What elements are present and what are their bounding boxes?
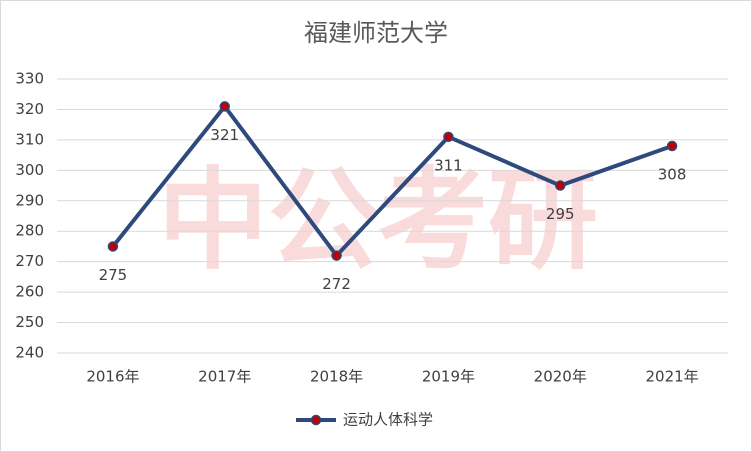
data-label: 321 <box>210 126 239 144</box>
point-marker <box>555 180 566 191</box>
x-tick-label: 2017年 <box>198 368 251 386</box>
point-marker <box>666 140 678 152</box>
y-tick-label: 240 <box>15 344 44 362</box>
y-tick-label: 280 <box>15 222 44 240</box>
y-tick-label: 310 <box>15 130 44 148</box>
y-tick-label: 270 <box>15 252 44 270</box>
legend-label: 运动人体科学 <box>343 411 433 429</box>
data-label: 295 <box>546 205 575 223</box>
x-tick-label: 2021年 <box>645 368 698 386</box>
y-tick-label: 300 <box>15 161 44 179</box>
y-tick-label: 250 <box>15 313 44 331</box>
point-marker <box>331 250 342 261</box>
legend-marker <box>310 414 322 426</box>
x-tick-label: 2019年 <box>422 368 475 386</box>
y-tick-label: 320 <box>15 100 44 118</box>
y-tick-label: 260 <box>15 283 44 301</box>
x-tick-label: 2020年 <box>534 368 587 386</box>
data-label: 311 <box>434 156 463 174</box>
series-line <box>111 104 673 258</box>
point-marker <box>219 101 230 112</box>
data-label: 308 <box>658 165 687 183</box>
x-tick-label: 2018年 <box>310 368 363 386</box>
point-marker <box>107 241 119 252</box>
y-tick-label: 330 <box>15 70 44 88</box>
point-marker <box>443 131 454 143</box>
chart-title: 福建师范大学 <box>304 19 448 47</box>
data-label: 272 <box>322 275 351 293</box>
data-label: 275 <box>99 266 128 284</box>
watermark: 中公考研 <box>158 156 598 284</box>
y-tick-label: 290 <box>15 191 44 209</box>
x-tick-label: 2016年 <box>86 368 139 386</box>
